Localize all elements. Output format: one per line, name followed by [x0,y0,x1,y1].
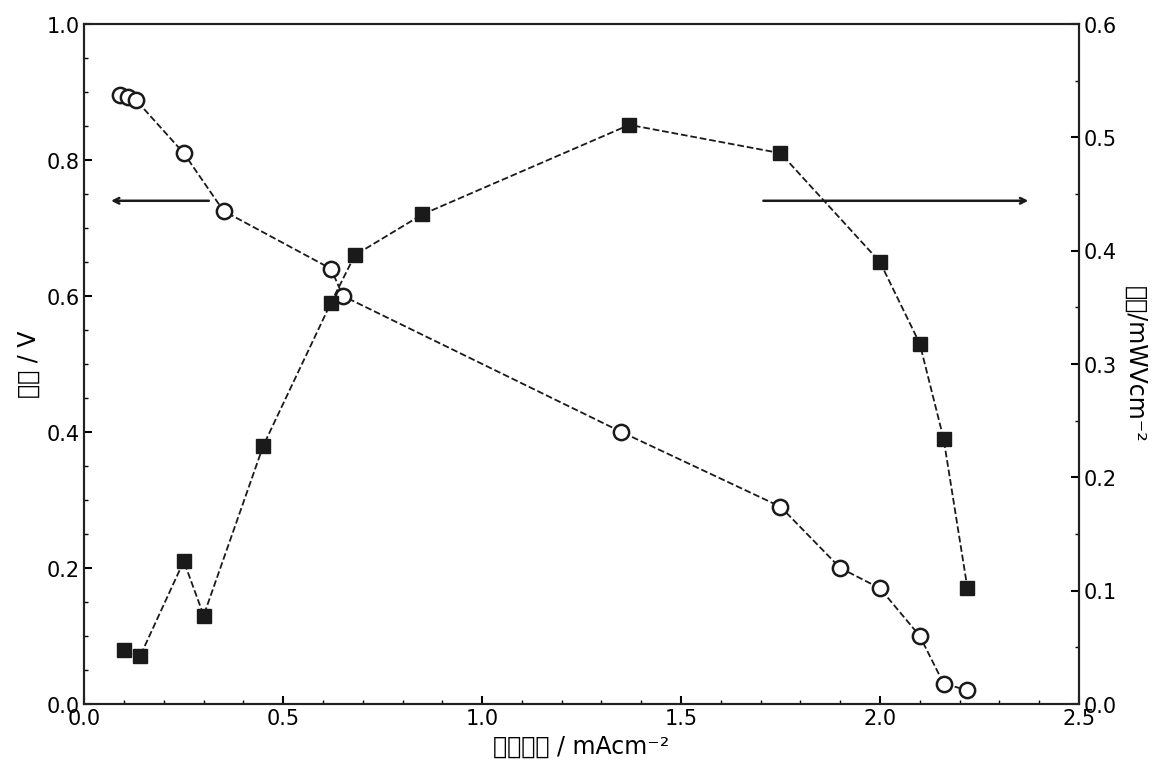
Y-axis label: 电压 / V: 电压 / V [16,331,41,398]
Y-axis label: 功率/mWVcm⁻²: 功率/mWVcm⁻² [1123,286,1148,443]
X-axis label: 电流密度 / mAcm⁻²: 电流密度 / mAcm⁻² [494,735,669,759]
